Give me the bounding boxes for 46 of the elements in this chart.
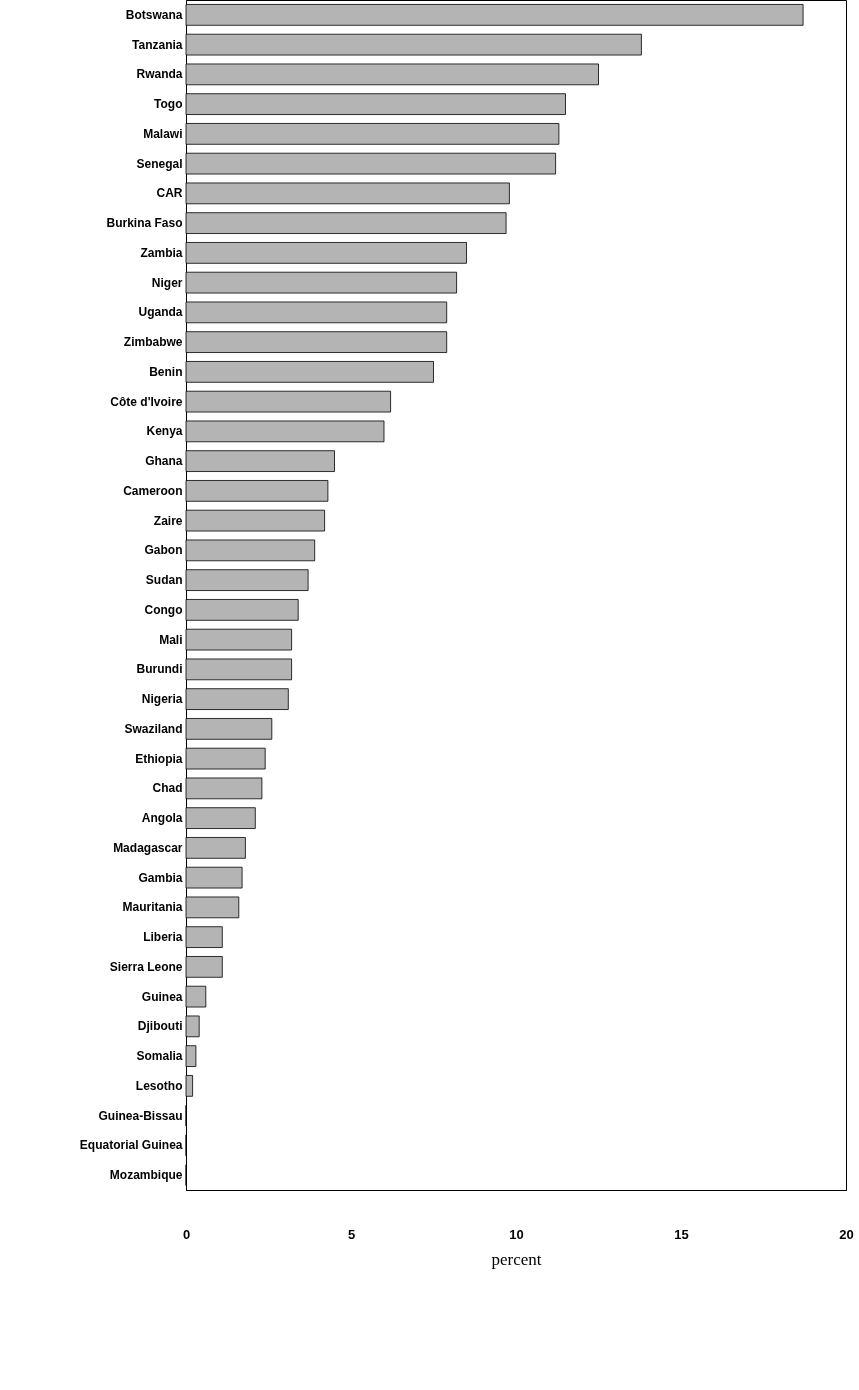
y-tick-label: Guinea [141,989,183,1004]
x-tick-label: 20 [839,1226,854,1242]
y-tick-label: Djibouti [137,1019,183,1034]
x-axis-title: percent [491,1249,542,1269]
y-tick-label: Guinea-Bissau [98,1108,183,1123]
y-tick-label: Zambia [140,245,183,260]
y-tick-label: Kenya [146,424,183,439]
x-tick-label: 5 [347,1226,356,1242]
y-tick-label: Liberia [143,930,183,945]
y-tick-label: Somalia [136,1049,183,1064]
y-tick-label: Mozambique [109,1168,183,1183]
y-tick-label: Swaziland [124,721,183,736]
y-tick-label: Ethiopia [135,751,183,766]
y-tick-label: Côte d'Ivoire [110,394,183,409]
y-tick-label: Uganda [138,305,183,320]
y-tick-label: Benin [149,364,183,379]
y-tick-label: Burundi [136,662,183,677]
y-tick-label: Tanzania [132,37,183,52]
x-tick-label: 10 [509,1226,524,1242]
y-tick-label: Chad [152,781,183,796]
x-tick-label: 0 [182,1226,191,1242]
y-tick-label: Mali [159,632,183,647]
y-tick-label: Burkina Faso [106,216,183,231]
y-tick-label: Zaire [153,513,183,528]
x-tick-label: 15 [674,1226,689,1242]
y-tick-label: Botswana [125,7,183,22]
y-tick-label: Togo [154,97,183,112]
y-tick-label: Malawi [143,126,183,141]
y-tick-label: Mauritania [122,900,183,915]
y-tick-label: Nigeria [141,692,183,707]
y-tick-label: Madagascar [113,840,183,855]
y-tick-label: Rwanda [136,67,183,82]
y-tick-label: Cameroon [123,483,183,498]
y-tick-label: Sierra Leone [109,959,183,974]
y-tick-label: Senegal [136,156,183,171]
y-tick-label: CAR [156,186,183,201]
y-tick-label: Equatorial Guinea [79,1138,183,1153]
y-tick-label: Gabon [144,543,183,558]
y-tick-label: Sudan [145,573,183,588]
y-tick-label: Niger [151,275,183,290]
y-tick-label: Ghana [145,454,183,469]
y-tick-label: Angola [141,811,183,826]
y-tick-label: Gambia [138,870,183,885]
y-tick-label: Lesotho [135,1078,183,1093]
y-tick-label: Zimbabwe [123,335,183,350]
y-tick-label: Congo [144,602,183,617]
